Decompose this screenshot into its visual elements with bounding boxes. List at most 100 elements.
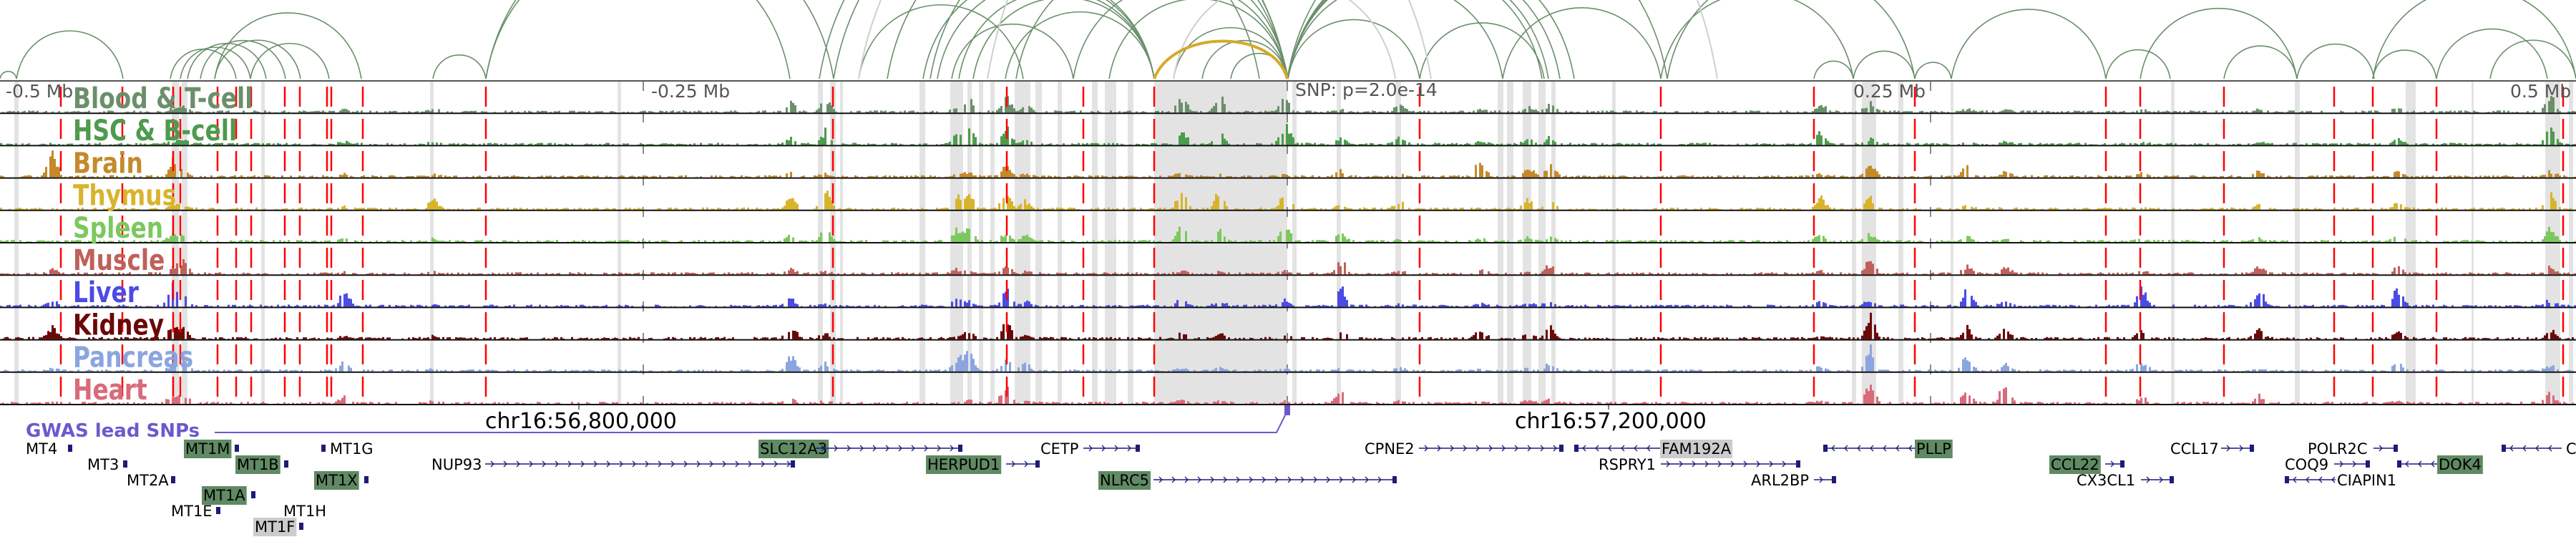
gene-exon [1832,476,1836,483]
gene-exon [2170,476,2174,483]
gwas-track-label: GWAS lead SNPs [26,420,200,442]
gene-highlight-bg [253,518,297,536]
axis-labels: -0.5 Mb -0.25 Mb SNP: p=2.0e-14 0.25 Mb … [6,79,2571,102]
gene-label[interactable]: MT2A [127,472,169,489]
gene-label[interactable]: HERPUD1 [927,456,1000,473]
axis-label-right: 0.5 Mb [2510,81,2571,102]
gene-label[interactable]: MT1B [237,456,279,473]
strand-arrows [2379,445,2383,452]
gene-nup93[interactable]: NUP93 [431,456,795,473]
gene-mt3[interactable]: MT3 [87,456,127,473]
gene-mt2a[interactable]: MT2A [127,472,175,489]
signal-track-blood-t-cell [0,96,2576,115]
gene-exon [299,523,303,530]
loop-arc [1073,0,1288,79]
strand-arrows [1582,445,1651,452]
gene-mt1h[interactable]: MT1H [283,503,326,520]
gene-label[interactable]: MT1E [171,503,213,520]
gene-label[interactable]: RSPRY1 [1599,456,1656,473]
strand-arrows [1819,476,1823,483]
gene-label[interactable]: C [2566,440,2576,458]
gene-polr2c[interactable]: POLR2C [2308,440,2398,458]
gene-label[interactable]: CCL22 [2051,456,2099,473]
gene-highlight-bg [184,440,232,458]
gene-exon [1823,445,1828,452]
gene-label[interactable]: CETP [1040,440,1078,458]
gene-mt1g[interactable]: MT1G [321,440,374,458]
gene-label[interactable]: MT1A [203,487,245,504]
gene-label[interactable]: NUP93 [431,456,482,473]
gene-label[interactable]: CCL17 [2170,440,2219,458]
loop-arc [2296,43,2375,79]
gene-cetp[interactable]: CETP [1040,440,1140,458]
loop-arc [1287,0,1503,79]
gene-highlight-bg [758,440,829,458]
gene-mt1f[interactable]: MT1F [253,518,303,536]
loop-arc [214,39,301,79]
gene-label[interactable]: POLR2C [2308,440,2368,458]
gene-exon [123,460,127,468]
gene-label[interactable]: MT3 [87,456,119,473]
gene-cx3cl1[interactable]: CX3CL1 [2077,472,2174,489]
gene-exon [68,445,72,452]
gene-mt1m[interactable]: MT1M [184,440,239,458]
gene-label[interactable]: MT1H [283,503,326,520]
loop-arc [1287,19,1420,79]
loop-arc-weak [1173,0,1396,79]
loop-arc [2372,49,2437,79]
strand-arrows [2146,476,2163,483]
gene-label[interactable]: MT1X [316,472,358,489]
signal-track-heart [0,384,2576,405]
loop-arc [1853,50,1916,79]
gene-mt4[interactable]: MT4 [26,440,72,458]
gene-dok4[interactable]: DOK4 [2397,455,2483,474]
gene-highlight-bg [2437,455,2483,474]
gene-cpne2[interactable]: CPNE2 [1365,440,1563,458]
signal-bars [0,226,2576,242]
gene-exon [321,445,326,452]
signal-bars [2,312,2574,339]
gene-label[interactable]: FAM192A [1662,440,1732,458]
gene-mt1e[interactable]: MT1E [171,503,220,520]
gene-label[interactable]: MT1G [330,440,374,458]
gene-pllp[interactable]: PLLP [1823,440,1953,458]
gwas-lead-snp-marker[interactable] [1284,405,1290,415]
strand-arrows [490,460,791,468]
gene-rspry1[interactable]: RSPRY1 [1599,456,1800,473]
gene-mt1x[interactable]: MT1X [314,471,369,490]
gene-label[interactable]: CX3CL1 [2077,472,2135,489]
track-label: Liver [73,276,139,309]
gene-label[interactable]: CIAPIN1 [2337,472,2396,489]
loop-arc [1287,0,1549,79]
loop-arc [937,0,1155,79]
signal-track-hsc-b-cell [0,124,2576,147]
track-label: HSC & B-cell [73,114,237,147]
gene-nlrc5[interactable]: NLRC5 [1098,471,1397,490]
gene-label[interactable]: SLC12A3 [760,440,827,458]
gene-ciapin1[interactable]: CIAPIN1 [2285,472,2396,489]
gene-mt1b[interactable]: MT1B [235,455,288,474]
gene-label[interactable]: COQ9 [2285,456,2328,473]
loop-arc [951,24,1074,79]
gene-fam192a[interactable]: FAM192A [1574,440,1733,458]
gene-highlight-bg [235,455,280,474]
track-label: Kidney [73,308,164,342]
gene-label[interactable]: CPNE2 [1365,440,1415,458]
gene-c[interactable]: C [2502,440,2576,458]
gene-arl2bp[interactable]: ARL2BP [1751,472,1836,489]
gene-coq9[interactable]: COQ9 [2285,456,2370,473]
gene-label[interactable]: MT1M [185,440,230,458]
gene-label[interactable]: NLRC5 [1100,472,1149,489]
gene-label[interactable]: DOK4 [2439,456,2482,473]
gene-ccl17[interactable]: CCL17 [2170,440,2254,458]
gene-ccl22[interactable]: CCL22 [2049,455,2124,474]
gene-label[interactable]: MT1F [255,518,295,536]
gene-label[interactable]: PLLP [1916,440,1951,458]
gene-herpud1[interactable]: HERPUD1 [926,455,1040,474]
gene-label[interactable]: ARL2BP [1751,472,1809,489]
signal-bars [0,150,2576,178]
gene-slc12a3[interactable]: SLC12A3 [758,440,962,458]
gene-mt1a[interactable]: MT1A [202,486,255,505]
track-label: Brain [73,146,143,180]
gene-label[interactable]: MT4 [26,440,57,458]
